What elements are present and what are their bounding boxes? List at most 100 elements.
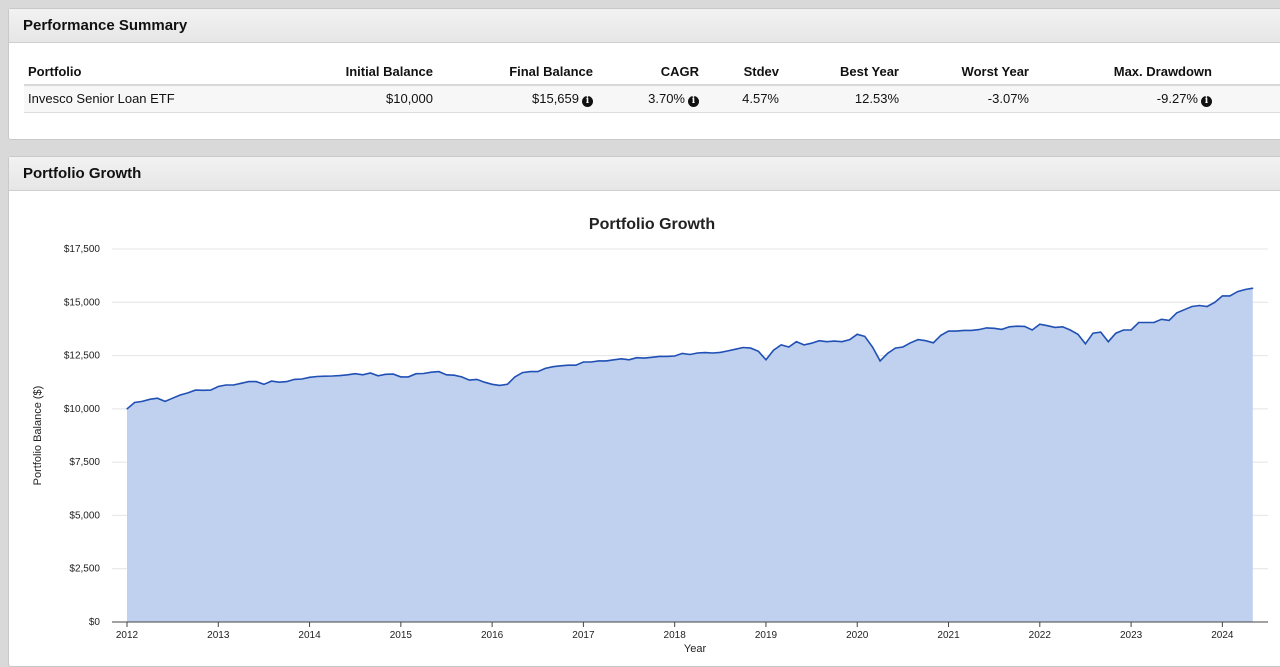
data-point <box>407 376 410 378</box>
data-point <box>985 327 988 329</box>
data-point <box>1016 325 1018 327</box>
cell-initial-balance: $10,000 <box>239 85 437 113</box>
portfolio-growth-chart[interactable]: Portfolio Growth $0 $2,500 $5,000 $7,500 $10… <box>16 192 1272 662</box>
data-point <box>483 381 486 383</box>
data-point <box>636 357 638 359</box>
data-point <box>354 373 356 375</box>
data-point <box>1145 321 1147 324</box>
performance-summary-header: Performance Summary <box>9 9 1280 43</box>
data-point <box>909 342 912 344</box>
data-point <box>947 330 950 332</box>
x-tick-label: 2013 <box>207 630 230 641</box>
data-point <box>514 376 516 378</box>
x-axis-label: Year <box>684 643 707 655</box>
data-point <box>833 340 836 342</box>
x-tick-label: 2017 <box>572 630 595 641</box>
cell-max-drawdown: -9.27% i <box>1033 85 1216 113</box>
data-point <box>1221 295 1223 297</box>
data-point <box>240 382 242 384</box>
data-point <box>818 340 820 342</box>
data-point <box>651 356 653 358</box>
data-point <box>392 373 394 375</box>
data-point <box>955 330 957 332</box>
data-point <box>826 341 828 343</box>
data-point <box>590 361 592 363</box>
data-point <box>772 349 775 351</box>
data-point <box>316 375 318 378</box>
cell-stdev: 4.57% <box>703 85 783 113</box>
y-tick-label: $7,500 <box>69 457 100 468</box>
data-point <box>1046 325 1048 327</box>
data-point <box>689 353 691 356</box>
data-point <box>765 359 767 361</box>
data-point <box>529 370 531 373</box>
col-header-stdev: Stdev <box>703 59 783 86</box>
data-point <box>423 372 425 375</box>
info-circle-icon[interactable]: i <box>688 95 699 107</box>
info-circle-icon[interactable]: i <box>1201 95 1212 107</box>
y-tick-label: $12,500 <box>64 351 101 362</box>
data-point <box>1001 328 1003 330</box>
col-header-final-balance: Final Balance <box>437 59 597 86</box>
data-point <box>1054 326 1056 329</box>
final-balance-value: $15,659 <box>532 90 579 106</box>
x-tick-label: 2016 <box>481 630 504 641</box>
data-point <box>582 361 585 363</box>
data-point <box>1107 341 1109 343</box>
data-point <box>864 335 866 337</box>
cell-cagr: 3.70% i <box>597 85 703 113</box>
data-point <box>194 389 197 391</box>
table-row: Invesco Senior Loan ETF $10,000 $15,659 i… <box>24 85 1280 113</box>
data-point <box>552 366 554 368</box>
data-point <box>879 360 881 362</box>
col-header-portfolio: Portfolio <box>24 59 239 86</box>
col-header-cagr: CAGR <box>597 59 703 86</box>
data-point <box>658 355 661 358</box>
data-point <box>742 346 744 349</box>
data-point <box>384 373 387 375</box>
x-tick-label: 2018 <box>664 630 687 641</box>
data-point <box>1138 321 1140 324</box>
data-point <box>1168 319 1170 322</box>
info-circle-icon[interactable]: i <box>582 95 593 107</box>
x-tick-label: 2012 <box>116 630 139 641</box>
y-tick-label: $17,500 <box>64 244 101 255</box>
data-point <box>734 348 737 350</box>
data-point <box>704 351 706 354</box>
data-point <box>1039 323 1041 325</box>
performance-summary-title: Performance Summary <box>23 17 188 34</box>
data-point <box>1115 332 1117 334</box>
data-point <box>917 338 919 341</box>
data-point <box>270 380 273 382</box>
portfolio-growth-chart-container: Portfolio Growth $0 $2,500 $5,000 $7,500 $10… <box>16 192 1272 662</box>
col-header-initial-balance: Initial Balance <box>239 59 437 86</box>
data-point <box>902 346 904 348</box>
data-point <box>940 334 942 336</box>
data-point <box>1214 301 1216 303</box>
data-point <box>613 359 615 361</box>
data-point <box>666 355 668 358</box>
data-point <box>369 372 372 374</box>
data-point <box>1206 305 1208 308</box>
data-point <box>993 327 995 329</box>
data-point <box>1183 309 1185 311</box>
performance-summary-table: Portfolio Initial Balance Final Balance … <box>24 59 1280 113</box>
data-point <box>141 400 143 402</box>
data-point <box>293 378 295 381</box>
cell-worst-year: -3.07% <box>903 85 1033 113</box>
data-point <box>605 360 607 362</box>
y-tick-label: $2,500 <box>69 564 100 575</box>
data-point <box>978 328 980 331</box>
data-point <box>430 371 432 373</box>
data-point <box>727 350 729 352</box>
data-point <box>491 383 493 385</box>
data-point <box>1237 291 1239 293</box>
data-point <box>263 383 265 385</box>
x-tick-label: 2022 <box>1029 630 1052 641</box>
data-point <box>1062 326 1064 328</box>
data-point <box>339 375 341 377</box>
data-point <box>970 329 972 332</box>
table-header-row: Portfolio Initial Balance Final Balance … <box>24 59 1280 86</box>
data-point <box>210 389 212 391</box>
data-point <box>803 344 805 346</box>
